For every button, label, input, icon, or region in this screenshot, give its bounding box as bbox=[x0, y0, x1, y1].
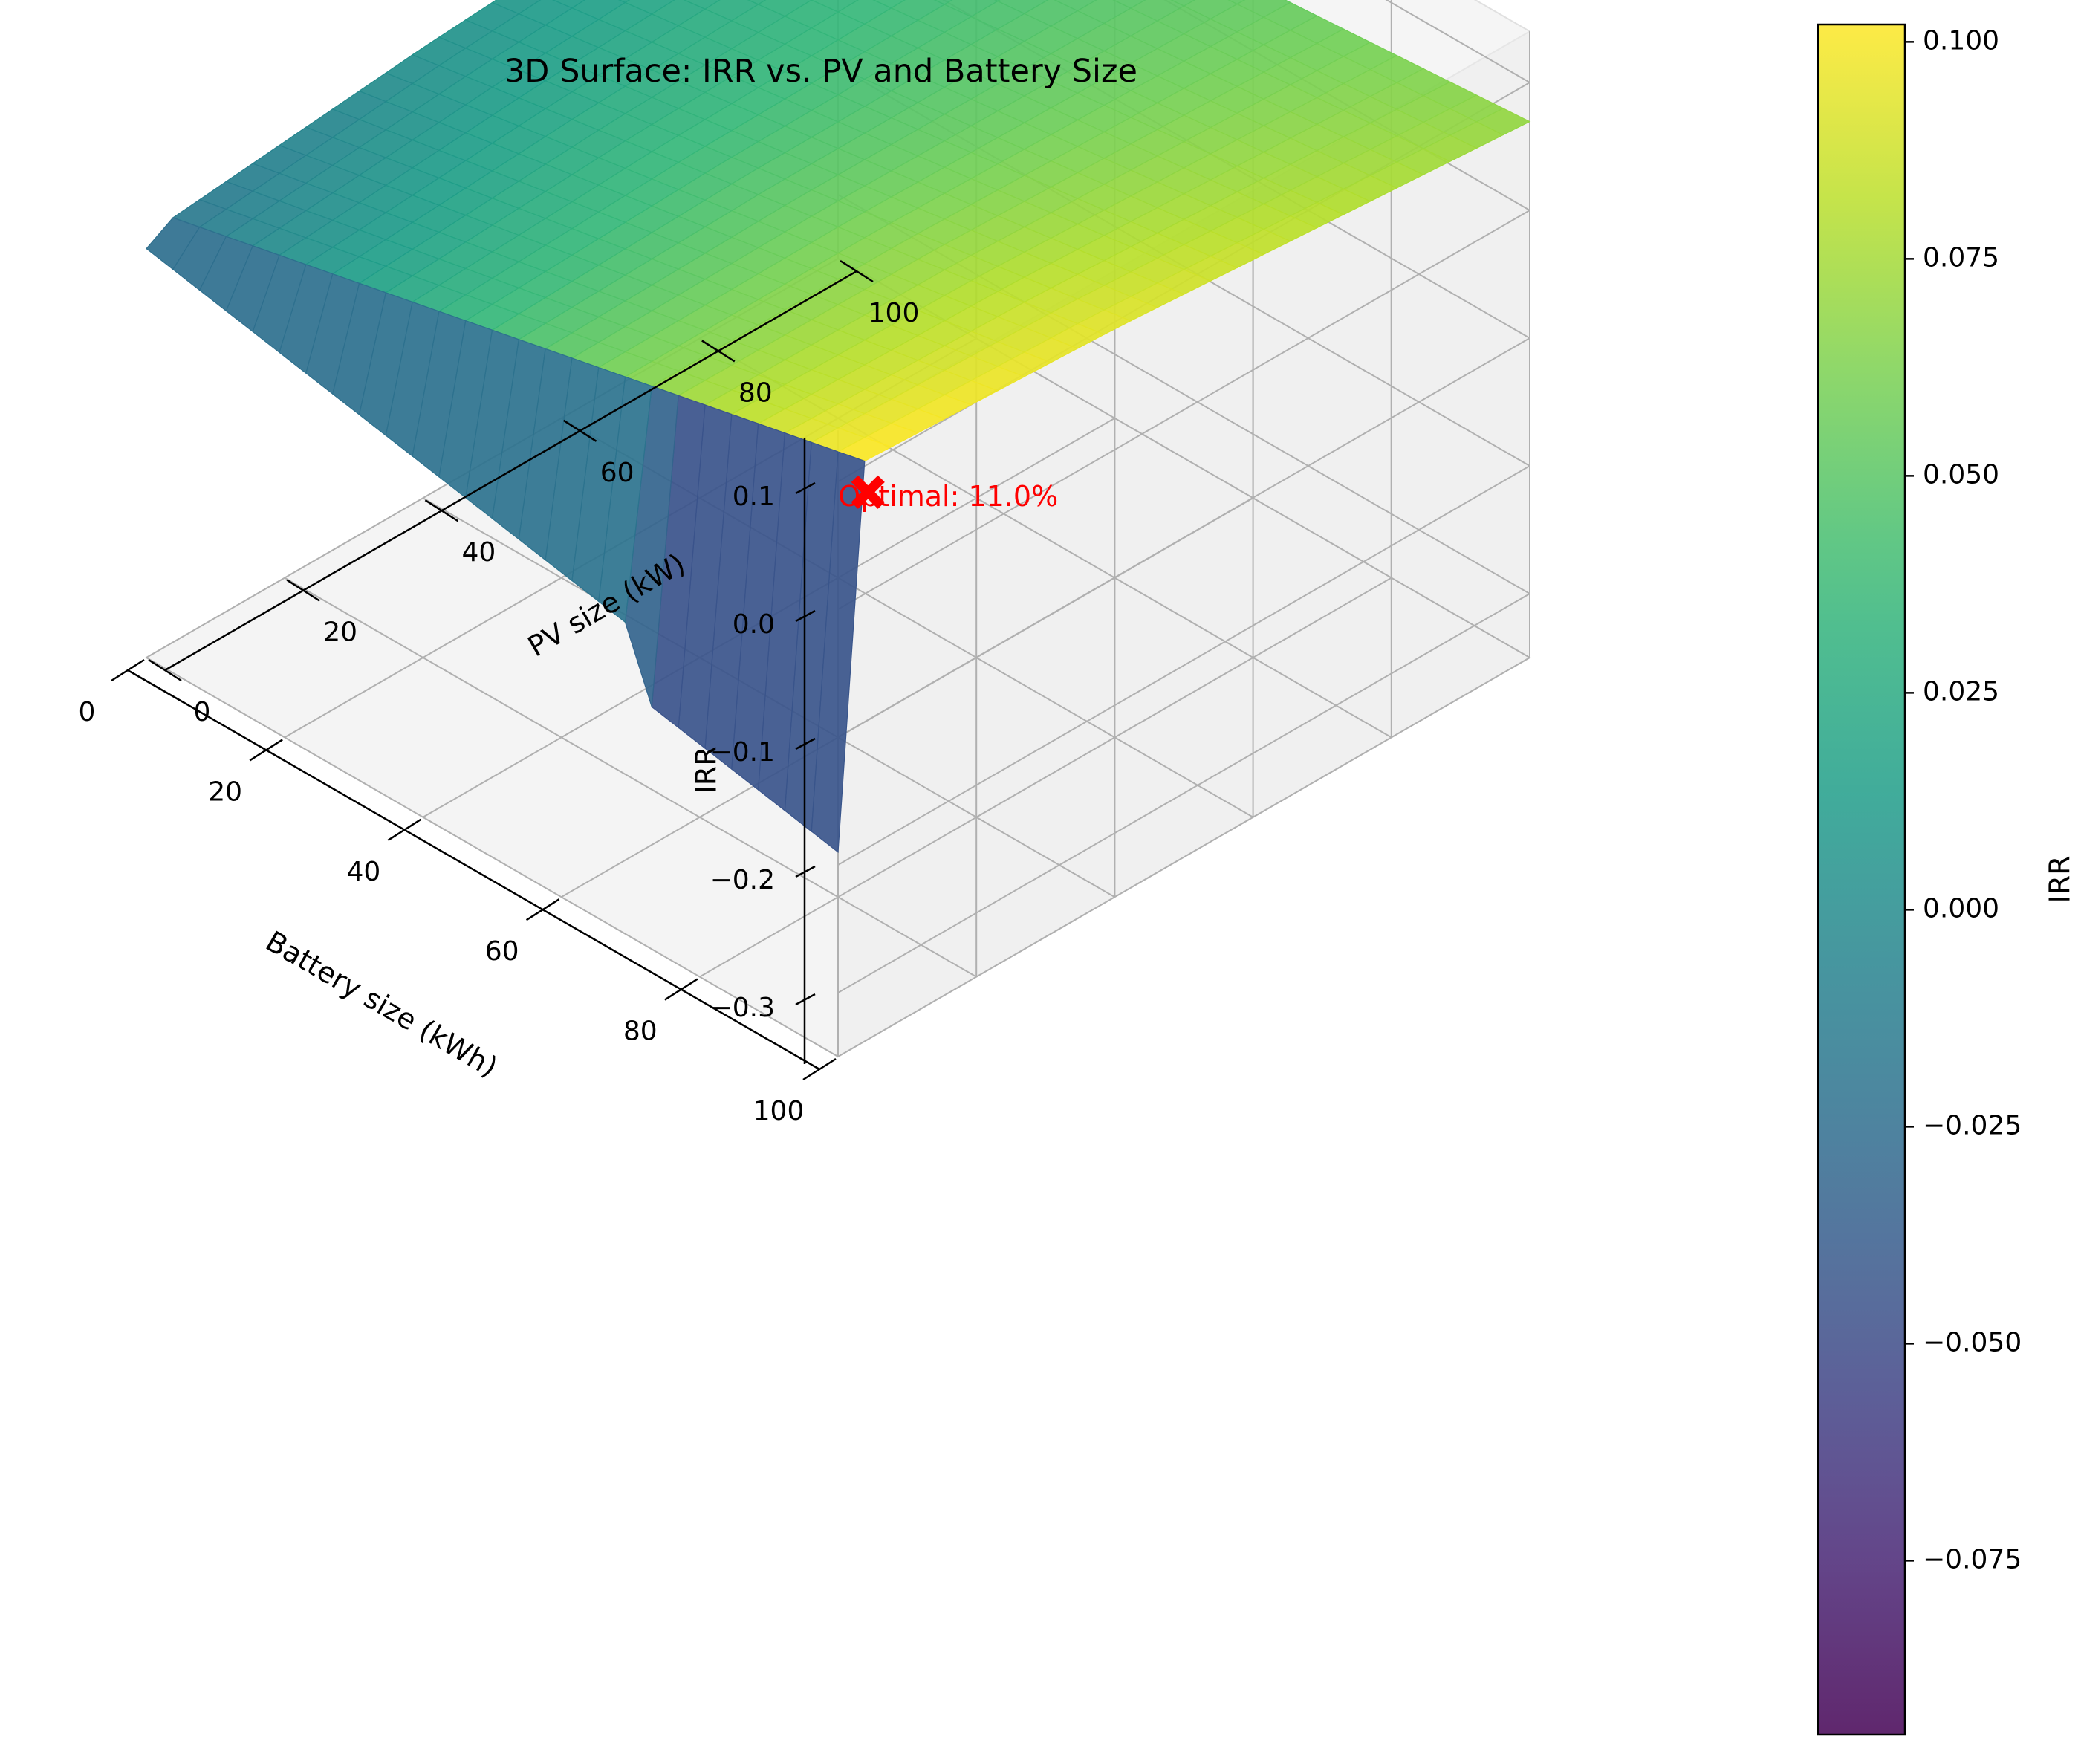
x-tick bbox=[562, 419, 597, 442]
y-tick-label: 0 bbox=[79, 697, 96, 727]
z-tick-label: 0.1 bbox=[733, 481, 775, 512]
y-tick-label: 100 bbox=[753, 1096, 805, 1126]
z-tick-label: 0.0 bbox=[733, 609, 775, 640]
y-tick bbox=[664, 978, 698, 1001]
x-tick bbox=[840, 259, 874, 283]
x-tick bbox=[424, 499, 459, 522]
colorbar-tick-label: 0.075 bbox=[1923, 242, 1999, 273]
x-tick-label: 100 bbox=[869, 298, 920, 328]
x-tick bbox=[286, 579, 320, 602]
colorbar-tick-label: −0.050 bbox=[1923, 1327, 2022, 1358]
x-axis-line bbox=[164, 270, 857, 672]
floor-gridline bbox=[146, 657, 839, 1057]
y-tick bbox=[249, 739, 283, 762]
surface-facet bbox=[1227, 0, 1246, 5]
x-tick bbox=[701, 340, 736, 363]
chart-title: 3D Surface: IRR vs. PV and Battery Size bbox=[504, 53, 1137, 90]
colorbar-tick-label: 0.100 bbox=[1923, 25, 1999, 56]
z-tick bbox=[795, 865, 816, 878]
x-tick-label: 60 bbox=[600, 458, 634, 488]
optimal-marker bbox=[851, 475, 885, 509]
y-tick-label: 60 bbox=[485, 936, 519, 967]
y-axis-label: Battery size (kWh) bbox=[260, 924, 503, 1083]
optimal-annotation-text: Optimal: 11.0% bbox=[838, 480, 1058, 513]
colorbar-tick-label: 0.000 bbox=[1923, 893, 1999, 924]
z-tick bbox=[795, 481, 816, 495]
z-axis-label: IRR bbox=[690, 746, 723, 794]
z-tick-label: −0.3 bbox=[710, 993, 775, 1023]
x-tick-label: 80 bbox=[738, 377, 773, 408]
z-tick-label: −0.2 bbox=[710, 865, 775, 895]
y-axis-line bbox=[127, 669, 820, 1071]
y-tick bbox=[111, 658, 145, 682]
x-tick-label: 20 bbox=[323, 617, 357, 648]
wall-gridline bbox=[837, 465, 1530, 866]
x-tick-label: 40 bbox=[461, 537, 496, 568]
y-tick bbox=[802, 1057, 837, 1081]
x-tick bbox=[148, 658, 182, 682]
colorbar-tick-label: 0.025 bbox=[1923, 676, 1999, 707]
colorbar-gradient bbox=[1817, 23, 1906, 1736]
y-tick bbox=[525, 898, 560, 921]
y-tick-label: 80 bbox=[623, 1016, 658, 1047]
wall-gridline bbox=[837, 337, 1530, 738]
floor-gridline bbox=[837, 657, 1530, 1057]
colorbar-tick-label: −0.025 bbox=[1923, 1110, 2022, 1141]
z-tick-label: −0.1 bbox=[710, 737, 775, 768]
z-tick bbox=[795, 737, 816, 750]
z-tick bbox=[795, 609, 816, 623]
irr-surface bbox=[146, 0, 1531, 853]
floor-gridline bbox=[284, 577, 977, 978]
z-tick bbox=[795, 993, 816, 1006]
wall-gridline bbox=[837, 593, 1530, 993]
y-tick bbox=[387, 818, 422, 841]
colorbar-label: IRR bbox=[2044, 855, 2077, 903]
colorbar-tick-label: 0.050 bbox=[1923, 459, 1999, 490]
y-tick-label: 40 bbox=[346, 857, 380, 887]
surface-facet bbox=[146, 217, 201, 270]
wall-gridline bbox=[837, 210, 1530, 610]
y-tick-label: 20 bbox=[208, 776, 242, 807]
wall-gridline bbox=[1385, 0, 1530, 83]
optimal-annotation-group: Optimal: 11.0% bbox=[838, 475, 1058, 513]
colorbar-tick-label: −0.075 bbox=[1923, 1544, 2022, 1575]
colorbar: 0.100 0.075 0.050 0.025 0.000 −0.025 −0.050 −0.… bbox=[1817, 23, 2077, 1736]
floor-gridline bbox=[699, 577, 1392, 978]
